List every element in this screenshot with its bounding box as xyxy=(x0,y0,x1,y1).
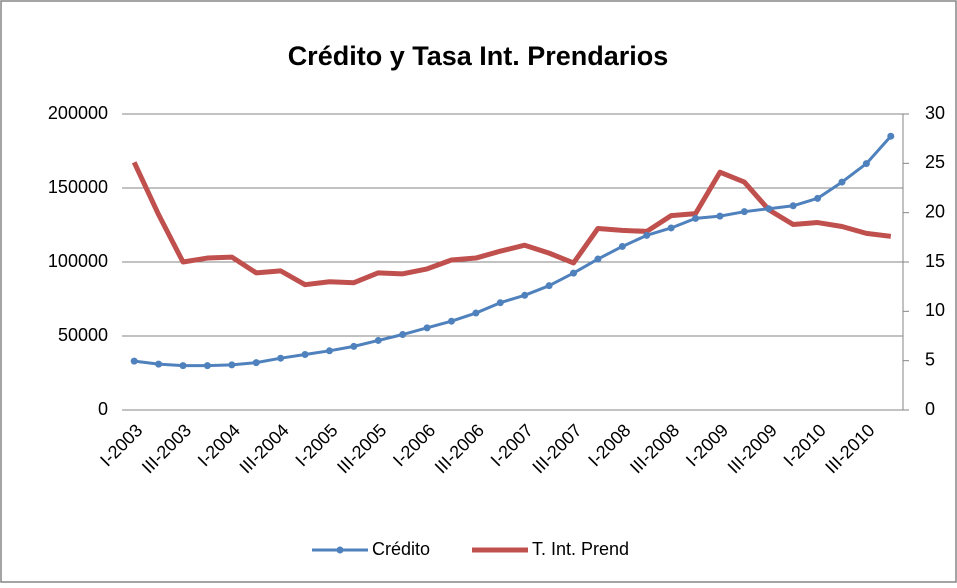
y-tick-label: 0 xyxy=(98,399,108,419)
legend-marker xyxy=(336,546,344,554)
y-tick-label: 100000 xyxy=(48,251,108,271)
point xyxy=(789,202,797,210)
point xyxy=(618,242,626,250)
point xyxy=(692,214,700,222)
point xyxy=(423,324,431,332)
point xyxy=(325,347,333,355)
point xyxy=(740,208,748,216)
point xyxy=(570,269,578,277)
y2-tick-label: 25 xyxy=(925,152,945,172)
point xyxy=(374,336,382,344)
point xyxy=(643,231,651,239)
point xyxy=(716,212,724,220)
point xyxy=(862,160,870,168)
y2-tick-label: 15 xyxy=(925,251,945,271)
y-tick-label: 50000 xyxy=(58,325,108,345)
point xyxy=(252,359,260,367)
y2-tick-label: 0 xyxy=(925,399,935,419)
point xyxy=(496,299,504,307)
legend-label: Crédito xyxy=(372,539,430,559)
chart-title: Crédito y Tasa Int. Prendarios xyxy=(288,41,669,71)
point xyxy=(447,317,455,325)
point xyxy=(130,357,138,365)
series-line xyxy=(134,135,892,368)
y2-tick-label: 5 xyxy=(925,349,935,369)
series-line xyxy=(131,161,892,288)
point xyxy=(155,360,163,368)
y2-tick-label: 30 xyxy=(925,103,945,123)
point xyxy=(887,132,895,140)
y2-tick-label: 10 xyxy=(925,300,945,320)
point xyxy=(277,354,285,362)
point xyxy=(203,362,211,370)
legend-label: T. Int. Prend xyxy=(532,539,629,559)
point xyxy=(765,205,773,213)
y-tick-label: 150000 xyxy=(48,177,108,197)
point xyxy=(521,291,529,299)
y2-tick-label: 20 xyxy=(925,201,945,221)
point xyxy=(814,194,822,202)
point xyxy=(545,282,553,290)
point xyxy=(350,342,358,350)
point xyxy=(472,309,480,317)
point xyxy=(594,255,602,263)
point xyxy=(179,362,187,370)
point xyxy=(667,224,675,232)
point xyxy=(301,351,309,358)
y-tick-label: 200000 xyxy=(48,103,108,123)
point xyxy=(838,178,846,186)
point xyxy=(228,361,236,369)
point xyxy=(399,331,407,339)
